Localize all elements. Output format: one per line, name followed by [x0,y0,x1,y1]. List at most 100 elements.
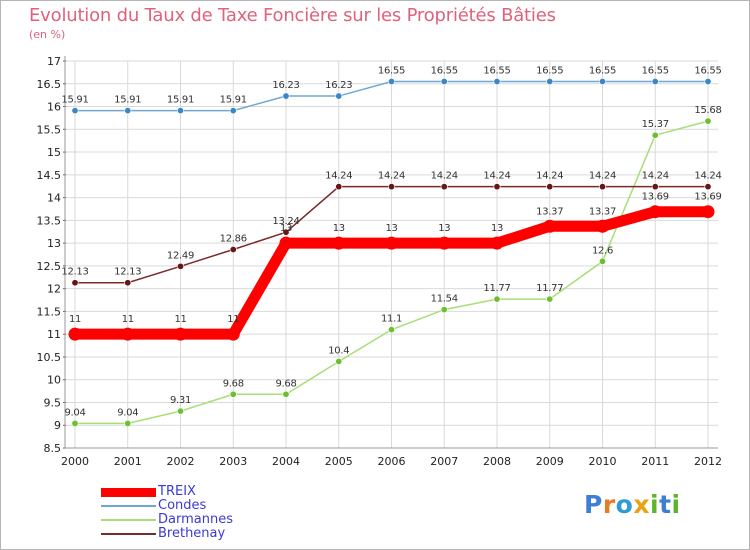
data-point-treix [543,219,557,233]
data-label-darmannes: 15.68 [694,105,721,116]
data-label-darmannes: 11.1 [381,314,402,325]
data-point-condes [282,92,290,100]
data-label-brethenay: 14.24 [694,171,721,182]
x-tick-label: 2010 [589,455,617,468]
data-label-darmannes: 12.6 [592,245,613,256]
data-point-condes [493,77,501,85]
data-label-darmannes: 9.04 [64,407,85,418]
y-tick-label: 15 [47,146,61,159]
data-point-treix [596,219,609,233]
data-point-brethenay [493,183,501,191]
data-label-condes: 15.91 [167,95,194,106]
data-label-brethenay: 14.24 [642,171,669,182]
data-point-brethenay [71,279,79,287]
data-point-darmannes [124,419,132,427]
legend-swatch-darmannes [101,519,156,521]
x-tick-label: 2008 [483,455,511,468]
data-label-condes: 16.55 [642,65,669,76]
data-point-condes [651,77,659,85]
data-label-treix: 11 [227,314,239,325]
data-label-darmannes: 11.54 [431,294,458,305]
data-label-condes: 16.55 [431,65,458,76]
data-label-darmannes: 9.04 [117,407,138,418]
y-tick-label: 11.5 [37,305,62,318]
data-point-treix [226,327,240,341]
chart-subtitle: (en %) [29,28,66,41]
data-point-darmannes [598,257,606,265]
data-label-treix: 13.37 [589,206,616,217]
y-tick-label: 16.5 [37,78,62,91]
data-label-treix: 13 [491,223,503,234]
legend-swatch-treix [101,487,156,497]
data-point-treix [437,236,451,250]
y-tick-label: 10 [47,374,61,387]
y-tick-label: 14 [47,192,61,205]
data-point-brethenay [335,183,343,191]
data-point-treix [279,236,293,250]
data-label-darmannes: 11.77 [483,283,510,294]
data-point-condes [71,107,79,115]
data-point-condes [387,77,395,85]
data-point-darmannes [229,390,237,398]
data-label-brethenay: 14.24 [589,171,616,182]
y-tick-label: 9 [54,419,61,432]
data-label-treix: 13.69 [694,192,721,203]
data-label-brethenay: 14.24 [483,171,510,182]
data-label-condes: 16.55 [378,65,405,76]
x-tick-label: 2004 [272,455,300,468]
data-point-condes [598,77,606,85]
data-label-darmannes: 11.77 [536,283,563,294]
data-label-brethenay: 14.24 [378,171,405,182]
data-point-treix [385,236,398,250]
x-tick-label: 2003 [219,455,247,468]
data-label-condes: 16.55 [536,65,563,76]
data-label-treix: 13 [385,223,397,234]
legend-item-darmannes: Darmannes [101,513,233,527]
data-point-darmannes [282,390,290,398]
y-tick-label: 13.5 [37,214,62,227]
data-point-condes [546,77,554,85]
data-point-darmannes [440,306,448,314]
data-point-condes [177,107,185,115]
y-tick-label: 16 [47,101,61,114]
data-label-treix: 11 [174,314,186,325]
data-point-treix [68,327,82,341]
data-label-brethenay: 12.13 [114,267,141,278]
data-label-treix: 13.37 [536,206,563,217]
data-point-treix [701,205,715,219]
data-point-brethenay [124,279,132,287]
data-label-condes: 15.91 [114,95,141,106]
legend-label-brethenay: Brethenay [158,526,226,541]
data-label-treix: 13.69 [642,192,669,203]
data-label-treix: 11 [69,314,81,325]
data-label-treix: 13 [280,223,292,234]
data-point-brethenay [282,228,290,236]
data-label-darmannes: 9.68 [223,378,244,389]
y-tick-label: 8.5 [44,442,62,455]
data-label-brethenay: 14.24 [325,171,352,182]
x-tick-label: 2000 [61,455,89,468]
x-tick-label: 2007 [430,455,458,468]
data-point-condes [704,77,712,85]
data-label-darmannes: 10.4 [328,345,349,356]
data-label-condes: 16.55 [694,65,721,76]
data-point-darmannes [177,407,185,415]
data-point-brethenay [704,183,712,191]
data-point-condes [335,92,343,100]
legend-swatch-condes [101,505,156,507]
x-tick-label: 2009 [536,455,564,468]
x-tick-label: 2006 [378,455,406,468]
data-point-treix [332,236,346,250]
chart-title: Evolution du Taux de Taxe Foncière sur l… [29,5,556,26]
data-label-treix: 11 [122,314,134,325]
data-label-treix: 13 [333,223,345,234]
legend-label-treix: TREIX [158,484,196,499]
legend-label-darmannes: Darmannes [158,512,233,527]
data-point-brethenay [177,262,185,270]
data-point-treix [174,327,187,341]
legend-item-condes: Condes [101,499,233,513]
data-label-treix: 13 [438,223,450,234]
x-tick-label: 2001 [114,455,142,468]
legend-swatch-brethenay [101,533,156,535]
data-label-condes: 15.91 [220,95,247,106]
